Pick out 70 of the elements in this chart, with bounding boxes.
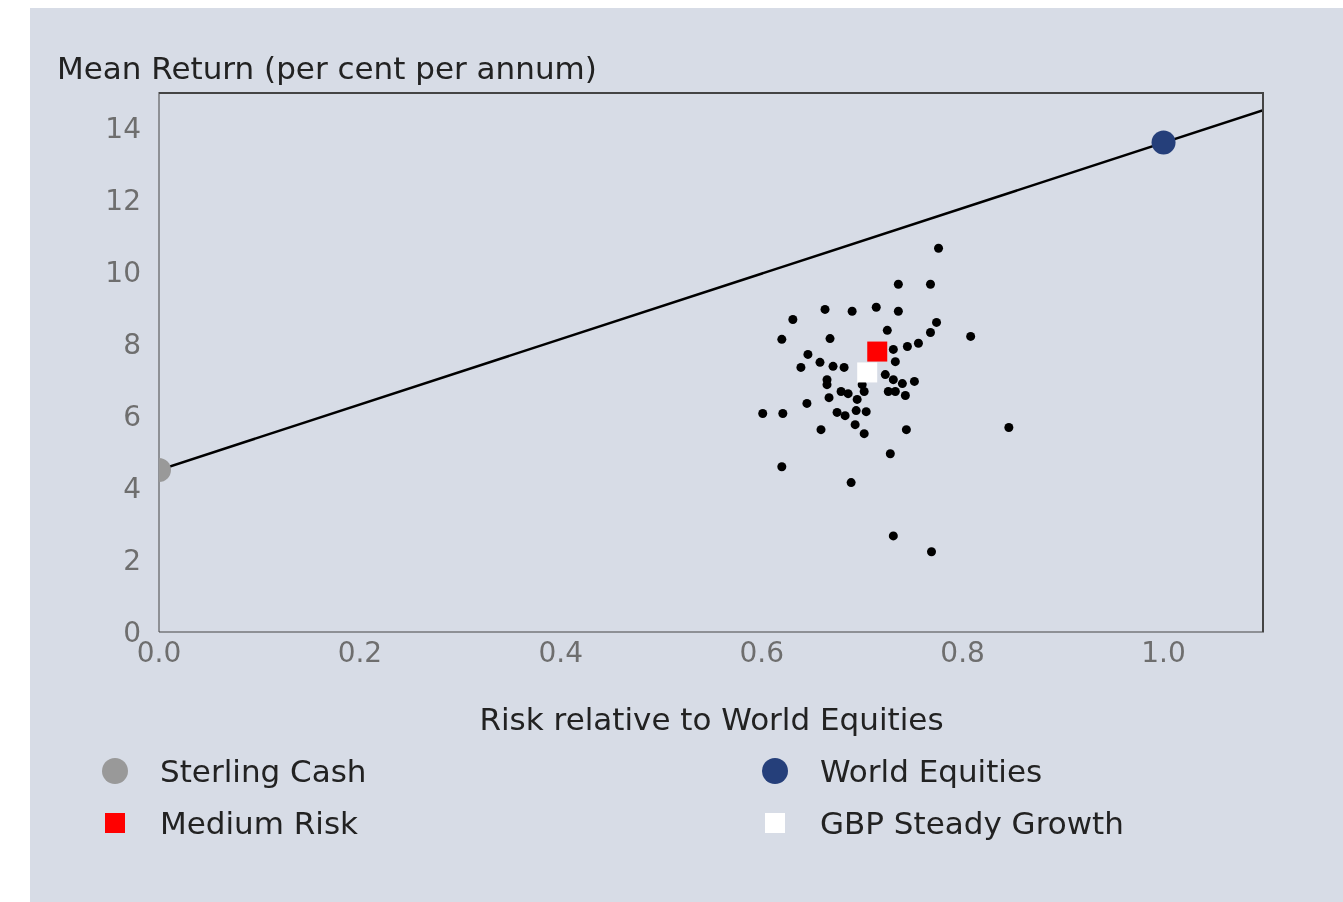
point xyxy=(897,379,907,389)
point xyxy=(927,547,936,557)
point xyxy=(778,408,788,418)
point xyxy=(913,338,923,348)
point xyxy=(852,394,862,404)
point xyxy=(825,334,835,344)
x-tick-label: 0.2 xyxy=(337,635,383,669)
point xyxy=(893,306,903,316)
point xyxy=(816,425,826,435)
point xyxy=(828,361,838,371)
point xyxy=(932,317,942,327)
point xyxy=(777,462,787,472)
point xyxy=(851,406,861,416)
point xyxy=(880,370,890,380)
point xyxy=(861,407,871,417)
point xyxy=(901,425,911,435)
point xyxy=(846,478,856,488)
point xyxy=(847,306,857,316)
x-tick-label: 1.0 xyxy=(1141,635,1186,669)
y-tick-label: 12 xyxy=(105,183,141,217)
point xyxy=(859,429,869,439)
point xyxy=(867,341,888,362)
y-tick-label: 6 xyxy=(123,399,141,433)
point xyxy=(820,304,830,314)
point xyxy=(839,362,849,372)
point xyxy=(850,420,860,430)
point xyxy=(925,327,935,337)
point xyxy=(788,315,798,325)
point xyxy=(840,411,850,421)
point xyxy=(885,449,895,459)
x-tick-label: 0.4 xyxy=(538,635,584,669)
y-tick-label: 8 xyxy=(123,327,141,361)
y-tick-label: 4 xyxy=(123,471,141,505)
point xyxy=(871,302,881,312)
point xyxy=(902,342,912,352)
point xyxy=(882,325,892,335)
point xyxy=(934,243,944,253)
point xyxy=(890,357,900,367)
point xyxy=(893,279,903,289)
point xyxy=(843,389,853,399)
point xyxy=(802,398,812,408)
y-axis-title: Mean Return (per cent per annum) xyxy=(57,50,597,86)
x-axis-title: Risk relative to World Equities xyxy=(479,701,944,737)
legend-label: GBP Steady Growth xyxy=(820,805,1124,841)
point xyxy=(824,393,834,403)
point xyxy=(832,407,842,417)
x-tick-label: 0.8 xyxy=(940,635,985,669)
x-tick-label: 0.6 xyxy=(739,635,784,669)
legend-label: World Equities xyxy=(820,753,1043,789)
point xyxy=(1004,423,1014,433)
point xyxy=(909,376,919,386)
point xyxy=(888,375,898,385)
y-tick-label: 10 xyxy=(105,255,141,289)
y-tick-label: 14 xyxy=(105,111,141,145)
point xyxy=(857,362,878,383)
point xyxy=(925,279,935,289)
legend-label: Sterling Cash xyxy=(160,753,367,789)
point xyxy=(966,331,976,341)
point xyxy=(890,387,900,397)
point xyxy=(888,531,898,541)
point xyxy=(1151,130,1176,155)
point xyxy=(888,344,898,354)
legend-label: Medium Risk xyxy=(160,805,359,841)
point xyxy=(777,334,787,344)
point xyxy=(758,408,768,418)
y-tick-label: 2 xyxy=(123,543,141,577)
point xyxy=(796,362,806,372)
point xyxy=(900,390,910,400)
point xyxy=(815,357,825,367)
point xyxy=(803,349,813,359)
